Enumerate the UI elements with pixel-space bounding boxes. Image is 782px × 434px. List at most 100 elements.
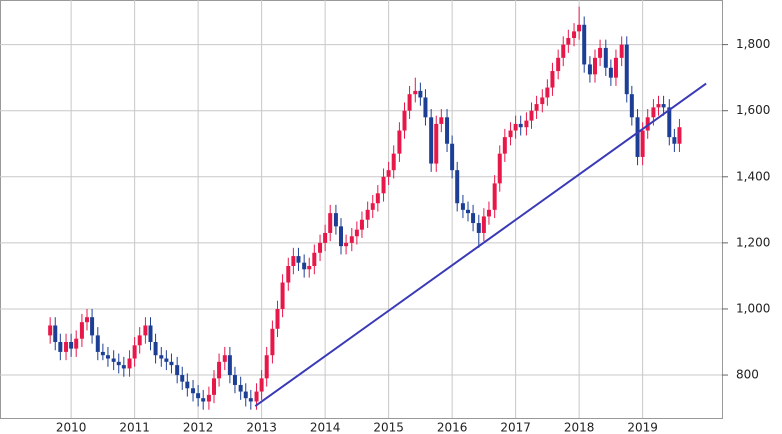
candle-body	[439, 117, 444, 124]
candle-body	[471, 213, 476, 224]
y-tick-label: 1,000	[736, 301, 770, 315]
candle-body	[127, 358, 132, 369]
candle-body	[232, 375, 237, 385]
candle-body	[196, 393, 201, 399]
candle-body	[275, 308, 280, 329]
candle-body	[227, 355, 232, 376]
x-tick-label: 2012	[183, 421, 214, 434]
x-tick-label: 2016	[437, 421, 468, 434]
candle-body	[100, 351, 105, 356]
candle-body	[79, 322, 84, 339]
candle-body	[280, 282, 285, 309]
candle-body	[635, 117, 640, 157]
candle-body	[365, 209, 370, 220]
candle-body	[418, 90, 423, 98]
candle-body	[508, 130, 513, 138]
candle-body	[624, 44, 629, 95]
candle-body	[667, 107, 672, 138]
candle-body	[381, 176, 386, 194]
candle-body	[672, 137, 677, 144]
candle-body	[64, 342, 69, 352]
candle-body	[359, 219, 364, 230]
candle-body	[53, 325, 58, 342]
candle-body	[312, 252, 317, 266]
candle-body	[307, 266, 312, 270]
x-tick-label: 2019	[627, 421, 658, 434]
candle-body	[121, 365, 126, 369]
y-tick-label: 1,400	[736, 169, 770, 183]
candle-body	[481, 216, 486, 233]
candle-body	[185, 381, 190, 389]
candle-body	[534, 104, 539, 111]
candle-body	[556, 57, 561, 72]
candle-body	[413, 90, 418, 95]
candle-body	[222, 355, 227, 362]
candle-body	[577, 24, 582, 32]
candle-body	[476, 223, 481, 233]
candle-body	[238, 384, 243, 392]
candle-body	[338, 226, 343, 247]
candle-body	[143, 325, 148, 336]
candle-body	[513, 123, 518, 131]
candle-body	[613, 57, 618, 78]
candle-body	[529, 110, 534, 121]
candle-body	[243, 391, 248, 399]
candle-body	[84, 317, 89, 323]
candle-body	[651, 107, 656, 118]
candle-body	[540, 97, 545, 105]
candle-body	[592, 57, 597, 75]
y-tick-label: 1,600	[736, 103, 770, 117]
candle-body	[598, 47, 603, 58]
candle-body	[175, 365, 180, 376]
candle-body	[323, 232, 328, 243]
candle-body	[264, 355, 269, 379]
candle-body	[370, 203, 375, 210]
candle-body	[137, 335, 142, 346]
y-tick-label: 1,200	[736, 235, 770, 249]
candle-body	[550, 71, 555, 88]
candle-body	[407, 94, 412, 111]
candle-body	[180, 375, 185, 382]
candle-body	[640, 130, 645, 157]
candle-body	[344, 242, 349, 247]
candle-body	[429, 117, 434, 164]
candle-body	[465, 209, 470, 214]
plot-frame	[0, 0, 723, 419]
candle-body	[259, 378, 264, 392]
x-tick-label: 2013	[246, 421, 277, 434]
candle-body	[291, 256, 296, 266]
candle-body	[497, 153, 502, 184]
candle-body	[455, 170, 460, 204]
candle-body	[545, 87, 550, 98]
x-tick-label: 2017	[500, 421, 531, 434]
candle-body	[148, 325, 153, 342]
candle-body	[561, 44, 566, 58]
candle-body	[450, 143, 455, 171]
candle-body	[159, 355, 164, 359]
candle-body	[74, 338, 79, 349]
x-tick-label: 2010	[56, 421, 87, 434]
x-tick-label: 2015	[373, 421, 404, 434]
candle-body	[116, 361, 121, 366]
x-tick-label: 2014	[310, 421, 341, 434]
candle-body	[302, 262, 307, 270]
candle-body	[201, 398, 206, 402]
candle-body	[333, 213, 338, 227]
y-tick-label: 800	[736, 368, 759, 382]
candle-body	[582, 24, 587, 65]
candle-body	[286, 266, 291, 283]
candle-body	[677, 127, 682, 144]
candle-body	[375, 193, 380, 204]
candle-body	[587, 64, 592, 75]
candle-body	[217, 361, 222, 379]
candle-body	[502, 137, 507, 154]
candle-body	[270, 328, 275, 356]
candle-body	[645, 117, 650, 131]
candle-body	[153, 342, 158, 356]
candle-body	[248, 398, 253, 402]
candle-body	[211, 378, 216, 395]
candle-body	[318, 242, 323, 253]
x-tick-label: 2011	[119, 421, 150, 434]
candle-body	[656, 104, 661, 108]
